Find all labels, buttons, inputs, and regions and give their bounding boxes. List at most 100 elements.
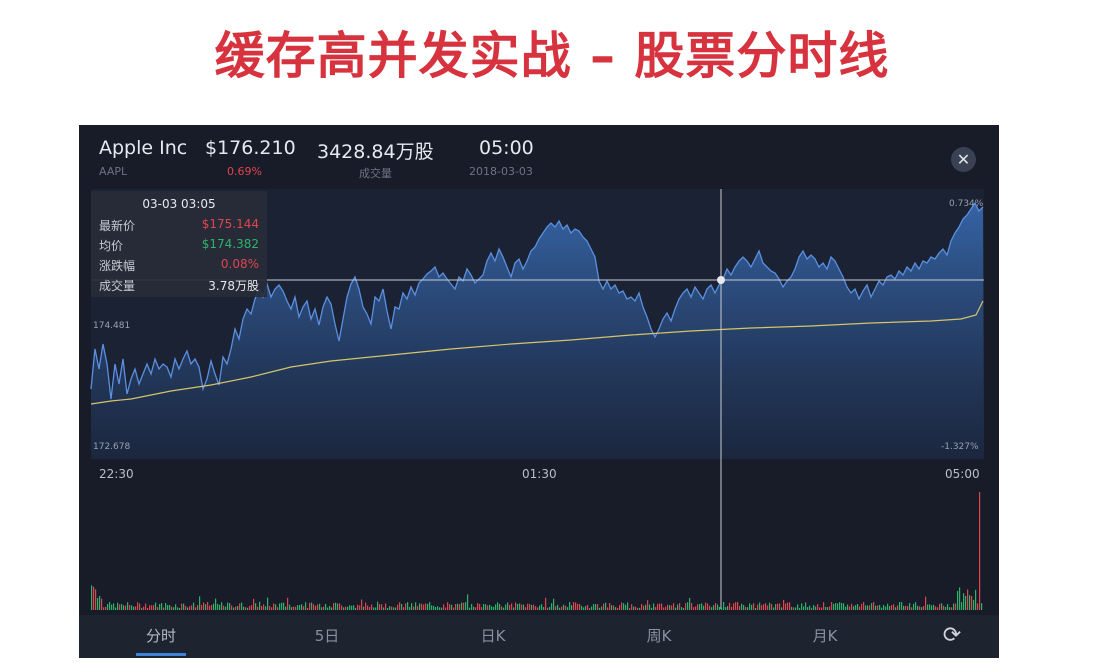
volume-bar	[787, 602, 789, 610]
volume-bar	[137, 602, 139, 610]
volume-value: 3428.84万股	[317, 141, 434, 163]
volume-bar	[333, 603, 335, 610]
close-button[interactable]: ✕	[951, 147, 976, 172]
volume-bar	[661, 603, 663, 610]
volume-bar	[849, 606, 851, 610]
volume-bar	[893, 604, 895, 610]
volume-bar	[219, 604, 221, 610]
volume-bar	[923, 605, 925, 610]
volume-bar	[417, 606, 419, 610]
tab-monthly-k[interactable]: 月K	[812, 627, 838, 645]
volume-bar	[785, 603, 787, 610]
volume-bar	[687, 602, 689, 610]
volume-bar	[725, 607, 727, 610]
volume-bar	[177, 607, 179, 610]
volume-bar	[917, 605, 919, 610]
volume-bar	[141, 607, 143, 610]
volume-bar	[175, 604, 177, 610]
volume-bar	[375, 607, 377, 610]
volume-bar	[327, 607, 329, 610]
volume-bar	[721, 607, 723, 610]
volume-bar	[515, 602, 517, 610]
volume-bar	[771, 604, 773, 610]
volume-bar	[533, 604, 535, 610]
volume-bar	[537, 607, 539, 610]
volume-bar	[125, 605, 127, 610]
time-mid-label: 01:30	[522, 467, 557, 481]
volume-bar	[107, 603, 109, 610]
volume-bar	[481, 607, 483, 610]
volume-bar	[439, 607, 441, 610]
volume-bar	[413, 606, 415, 610]
quote-tooltip: 03-03 03:05 最新价 $175.144 均价 $174.382 涨跌幅…	[91, 191, 267, 297]
volume-bar	[675, 607, 677, 610]
y-axis-bottom-label: 172.678	[93, 442, 131, 452]
volume-bar	[625, 604, 627, 610]
volume-bar	[941, 603, 943, 610]
stock-panel: Apple Inc AAPL $176.210 0.69% 3428.84万股 …	[79, 125, 999, 658]
volume-bar	[729, 602, 731, 610]
volume-bar	[613, 605, 615, 610]
volume-bar	[657, 603, 659, 610]
volume-bar	[163, 607, 165, 610]
volume-bar	[233, 607, 235, 610]
volume-bar	[813, 604, 815, 610]
volume-bar	[271, 607, 273, 610]
volume-bar	[523, 604, 525, 610]
refresh-button[interactable]: ⟳	[939, 623, 965, 649]
volume-bar	[831, 602, 833, 610]
volume-bar	[545, 597, 547, 610]
volume-bar	[245, 607, 247, 610]
volume-bar	[843, 603, 845, 610]
volume-bar	[193, 602, 195, 610]
volume-bar	[453, 607, 455, 610]
volume-bar	[391, 606, 393, 610]
volume-bar	[329, 606, 331, 610]
volume-bar	[937, 607, 939, 610]
volume-bar	[763, 604, 765, 610]
volume-bar	[387, 607, 389, 610]
volume-bar	[255, 603, 257, 610]
price-chart[interactable]	[90, 189, 984, 609]
volume-bar	[899, 602, 901, 610]
volume-bar	[753, 603, 755, 610]
volume-bar	[955, 603, 957, 610]
volume-bar	[571, 605, 573, 610]
tab-weekly-k[interactable]: 周K	[646, 627, 672, 645]
volume-bar	[237, 606, 239, 610]
volume-bar	[169, 605, 171, 610]
volume-bar	[325, 603, 327, 610]
tab-5day[interactable]: 5日	[314, 627, 340, 645]
crosshair-dot	[717, 276, 725, 284]
volume-bar	[259, 601, 261, 610]
volume-bar	[315, 605, 317, 610]
volume-bar	[323, 606, 325, 610]
volume-bar	[527, 603, 529, 610]
volume-bar	[689, 598, 691, 610]
volume-bar	[945, 606, 947, 610]
volume-bar	[381, 604, 383, 610]
volume-bar	[343, 607, 345, 610]
volume-bar	[151, 605, 153, 610]
volume-bar	[229, 603, 231, 610]
volume-bar	[901, 602, 903, 610]
volume-bar	[127, 602, 129, 610]
volume-bar	[341, 605, 343, 610]
volume-bar	[581, 605, 583, 610]
volume-bar	[383, 607, 385, 610]
volume-bar	[623, 603, 625, 610]
volume-bar	[885, 606, 887, 610]
tab-daily-k[interactable]: 日K	[480, 627, 506, 645]
volume-bar	[915, 602, 917, 610]
volume-bar	[651, 607, 653, 610]
tab-intraday[interactable]: 分时	[145, 627, 176, 645]
volume-bar	[349, 605, 351, 610]
volume-chart[interactable]	[91, 487, 984, 612]
volume-bar	[737, 601, 739, 610]
tooltip-value: $175.144	[201, 217, 259, 231]
volume-bar	[717, 604, 719, 610]
tooltip-label: 成交量	[99, 279, 136, 293]
volume-bar	[309, 602, 311, 610]
tooltip-value: 3.78万股	[208, 279, 259, 293]
volume-bar	[281, 602, 283, 610]
